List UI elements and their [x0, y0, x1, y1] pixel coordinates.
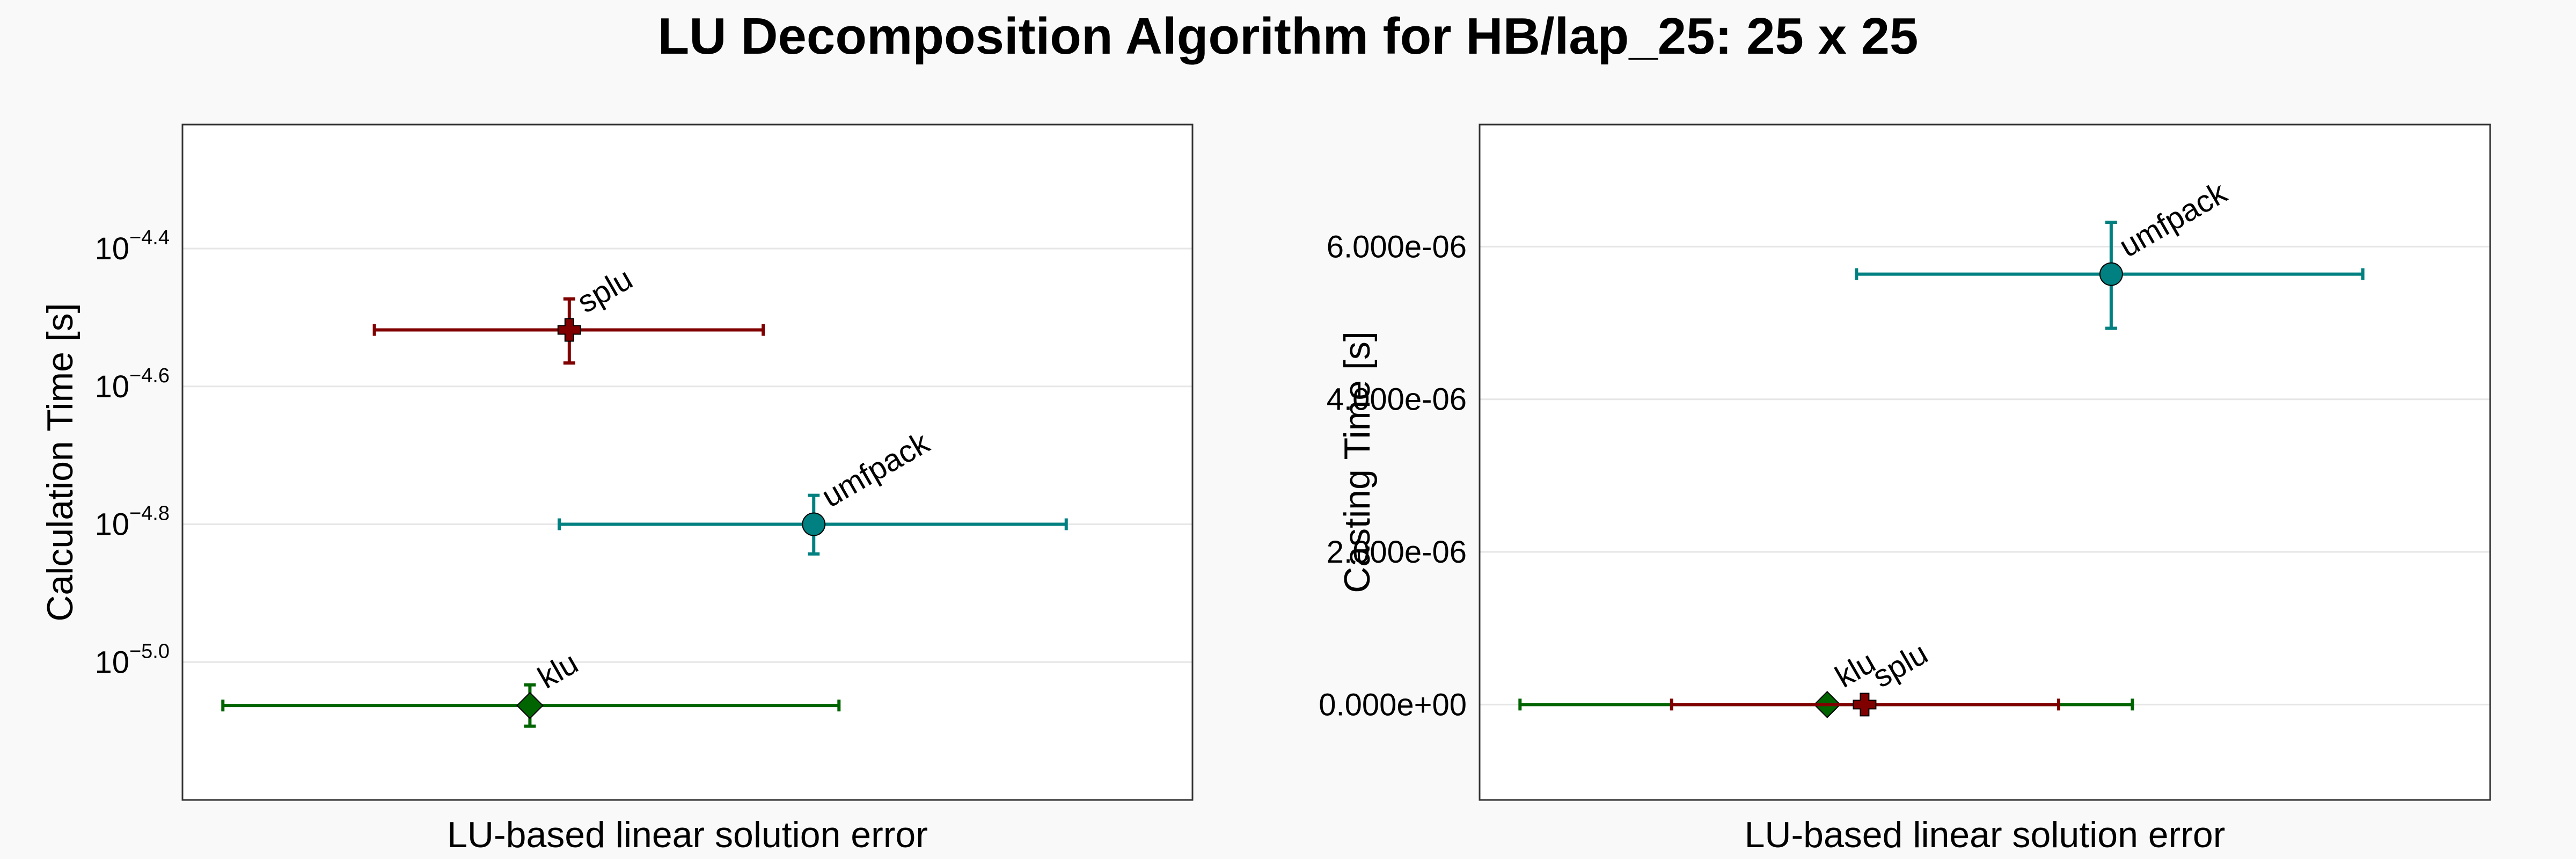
figure-title: LU Decomposition Algorithm for HB/lap_25… — [658, 8, 1919, 65]
plot-border — [1479, 123, 2491, 801]
y-axis-label: Casting Time [s] — [1337, 331, 1378, 593]
casting-time-chart: 0.000e+00 2.000e-06 4.000e-06 6.000e-06 LU-b… — [1319, 123, 2491, 855]
y-tick-label: 10−4.4 — [94, 227, 170, 266]
x-axis-label: LU-based linear solution error — [1745, 814, 2226, 855]
y-tick-label: 10−4.8 — [94, 503, 170, 542]
y-tick-label: 0.000e+00 — [1319, 687, 1467, 722]
y-tick-label: 10−5.0 — [94, 640, 170, 680]
data-point-splu — [1853, 693, 1877, 717]
y-tick-label: 6.000e-06 — [1327, 229, 1467, 264]
data-point-umfpack — [802, 512, 826, 536]
y-tick-label: 4.000e-06 — [1327, 382, 1467, 417]
data-point-klu — [516, 691, 544, 719]
data-point-splu — [557, 318, 581, 342]
calculation-time-chart: 10−4.4 10−4.6 10−4.8 10−5.0 LU-based linear … — [40, 123, 1194, 855]
y-tick-label: 10−4.6 — [94, 365, 170, 404]
y-tick-label: 2.000e-06 — [1327, 535, 1467, 570]
plot-border — [181, 123, 1194, 801]
data-point-umfpack — [2099, 262, 2123, 286]
y-axis-label: Calculation Time [s] — [40, 303, 80, 621]
plot-area — [182, 125, 1192, 800]
plot-area — [1480, 125, 2490, 800]
x-axis-label: LU-based linear solution error — [447, 814, 928, 855]
